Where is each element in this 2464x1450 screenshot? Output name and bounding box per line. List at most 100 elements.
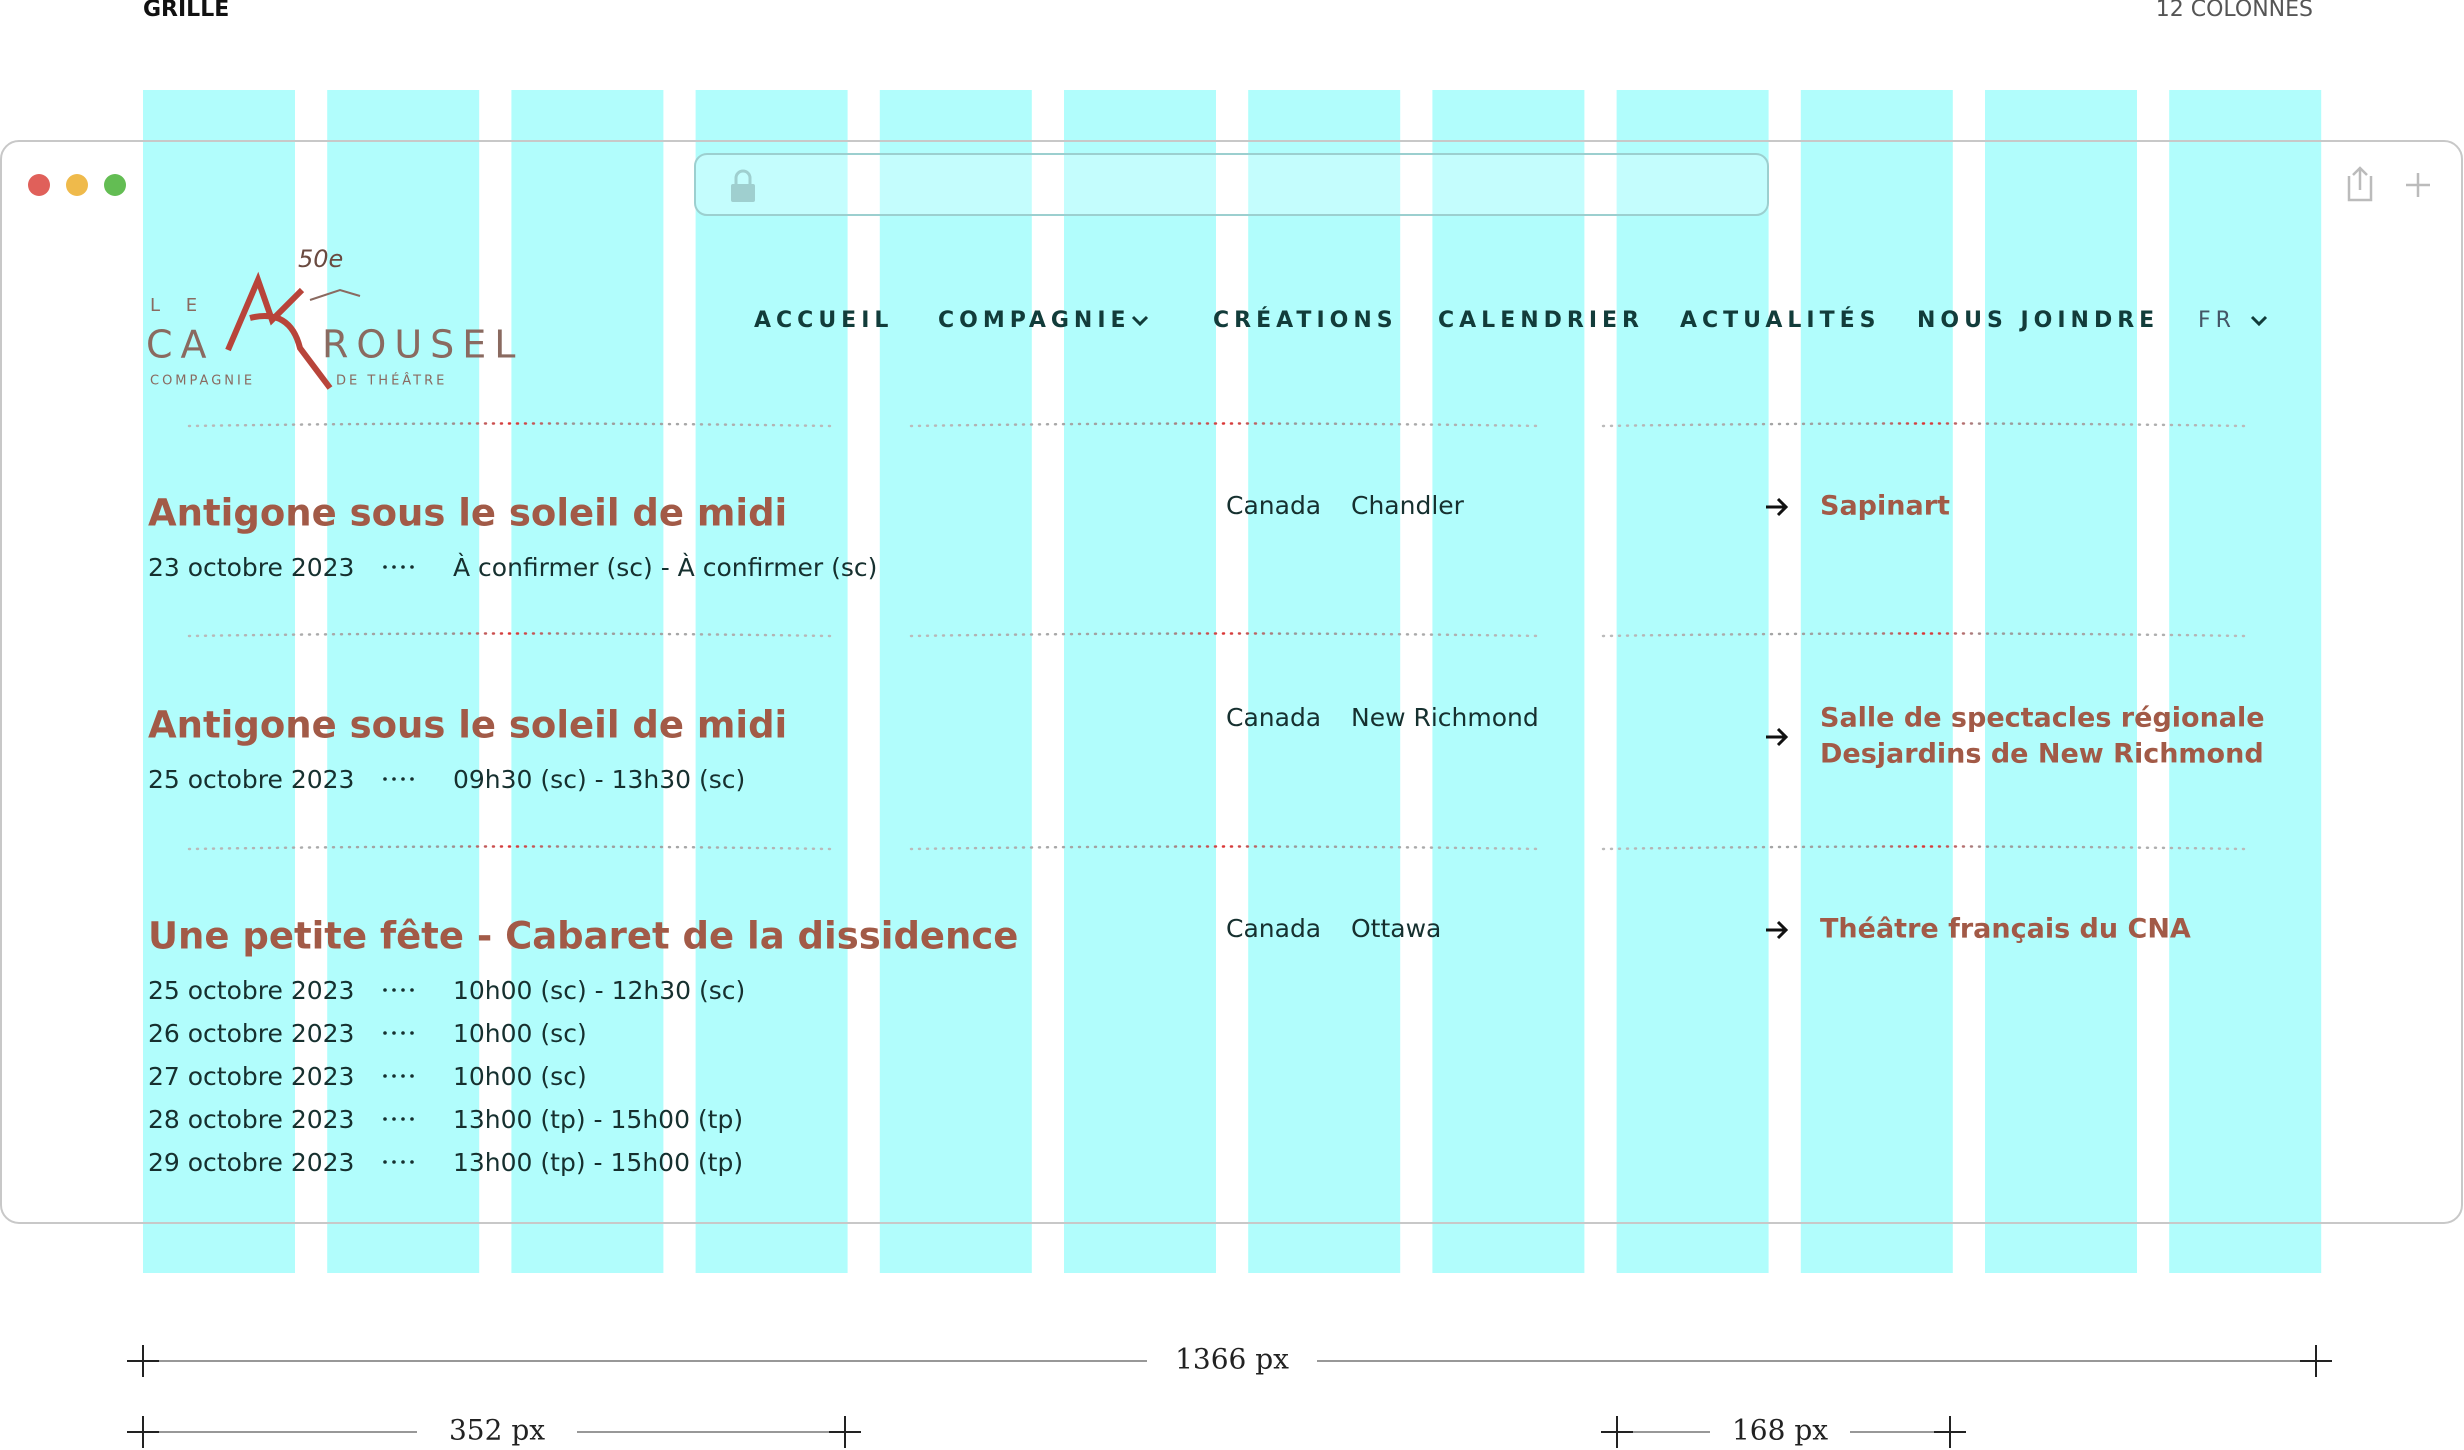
event-country: Canada bbox=[1226, 703, 1321, 732]
dot bbox=[392, 1074, 396, 1078]
logo-rousel: ROUSEL bbox=[322, 323, 523, 367]
dot bbox=[401, 1031, 405, 1035]
event-date: 25 octobre 2023 bbox=[148, 765, 354, 794]
dot bbox=[383, 1117, 387, 1121]
dropdown-chevron bbox=[1131, 315, 1149, 327]
columns-label: 12 COLONNES bbox=[2156, 0, 2313, 22]
zoom-button[interactable] bbox=[104, 174, 126, 196]
separator bbox=[187, 422, 835, 428]
dot bbox=[410, 988, 414, 992]
grid-column bbox=[1800, 90, 1953, 1273]
event-time: À confirmer (sc) - À confirmer (sc) bbox=[453, 553, 877, 582]
dot bbox=[410, 1160, 414, 1164]
dot bbox=[410, 1031, 414, 1035]
event-venue: Théâtre français du CNA bbox=[1820, 914, 2191, 945]
grid-column bbox=[1432, 90, 1585, 1273]
event-city: Ottawa bbox=[1351, 914, 1441, 943]
separator bbox=[187, 632, 835, 638]
event-time: 10h00 (sc) - 12h30 (sc) bbox=[453, 976, 745, 1005]
logo-theatre: DE THÉÂTRE bbox=[336, 373, 447, 389]
event-time: 09h30 (sc) - 13h30 (sc) bbox=[453, 765, 745, 794]
event-title: Antigone sous le soleil de midi bbox=[148, 492, 787, 535]
logo-ca: CA bbox=[146, 323, 215, 367]
lock-icon bbox=[731, 169, 755, 202]
close-button[interactable] bbox=[28, 174, 50, 196]
minimize-button[interactable] bbox=[66, 174, 88, 196]
dropdown-chevron bbox=[2250, 315, 2268, 327]
dot bbox=[392, 988, 396, 992]
event-country: Canada bbox=[1226, 491, 1321, 520]
dot bbox=[383, 777, 387, 781]
logo-anniversary: 50e bbox=[298, 245, 343, 273]
dot bbox=[410, 777, 414, 781]
dot bbox=[410, 565, 414, 569]
nav-item: ACCUEIL bbox=[754, 308, 893, 333]
measure-label: 168 px bbox=[1732, 1414, 1828, 1447]
event-date: 27 octobre 2023 bbox=[148, 1062, 354, 1091]
nav-item: CRÉATIONS bbox=[1213, 307, 1398, 333]
nav-item: CALENDRIER bbox=[1438, 308, 1644, 333]
nav-item: NOUS JOINDRE bbox=[1917, 308, 2159, 333]
logo: L E CA ROUSEL COMPAGNIE DE THÉÂTRE 50e bbox=[146, 245, 523, 390]
event-date: 28 octobre 2023 bbox=[148, 1105, 354, 1134]
dot bbox=[392, 565, 396, 569]
dot bbox=[383, 1074, 387, 1078]
grid-column bbox=[143, 90, 295, 1273]
browser-frame bbox=[0, 140, 2463, 1224]
measure-label: 352 px bbox=[449, 1414, 545, 1447]
event-title: Antigone sous le soleil de midi bbox=[148, 704, 787, 747]
separator bbox=[909, 845, 1542, 851]
event-city: Chandler bbox=[1351, 491, 1465, 520]
separator bbox=[1601, 845, 2249, 851]
dot bbox=[401, 988, 405, 992]
dot bbox=[410, 1117, 414, 1121]
dot bbox=[401, 1160, 405, 1164]
separator bbox=[187, 845, 835, 851]
separator bbox=[909, 632, 1542, 638]
address-bar[interactable] bbox=[694, 153, 1769, 216]
nav-item: FR bbox=[2198, 308, 2236, 333]
event-time: 10h00 (sc) bbox=[453, 1062, 587, 1091]
dot bbox=[392, 1160, 396, 1164]
dot bbox=[383, 565, 387, 569]
arrow bbox=[1766, 497, 1789, 517]
dot bbox=[401, 777, 405, 781]
event-date: 23 octobre 2023 bbox=[148, 553, 354, 582]
grid-column bbox=[695, 90, 848, 1273]
dot bbox=[401, 1117, 405, 1121]
dot bbox=[410, 1074, 414, 1078]
nav-item: COMPAGNIE bbox=[938, 308, 1131, 333]
grid-column bbox=[1248, 90, 1401, 1273]
new-tab-icon[interactable] bbox=[2406, 173, 2430, 197]
dot bbox=[392, 1117, 396, 1121]
event-date: 25 octobre 2023 bbox=[148, 976, 354, 1005]
nav-item: ACTUALITÉS bbox=[1680, 307, 1880, 333]
separator bbox=[1601, 422, 2249, 428]
event-venue: Sapinart bbox=[1820, 491, 1950, 522]
event-country: Canada bbox=[1226, 914, 1321, 943]
event-time: 10h00 (sc) bbox=[453, 1019, 587, 1048]
dot bbox=[383, 1160, 387, 1164]
logo-le: L E bbox=[150, 295, 207, 316]
event-time: 13h00 (tp) - 15h00 (tp) bbox=[453, 1148, 743, 1177]
grid-column bbox=[1616, 90, 1769, 1273]
dot bbox=[401, 1074, 405, 1078]
event-date: 29 octobre 2023 bbox=[148, 1148, 354, 1177]
dot bbox=[383, 988, 387, 992]
grid-column bbox=[511, 90, 664, 1273]
grid-column bbox=[2169, 90, 2322, 1273]
dot bbox=[392, 1031, 396, 1035]
dot bbox=[392, 777, 396, 781]
separator bbox=[909, 422, 1542, 428]
measure-label: 1366 px bbox=[1175, 1343, 1289, 1376]
event-city: New Richmond bbox=[1351, 703, 1539, 732]
event-venue: Desjardins de New Richmond bbox=[1820, 739, 2264, 770]
dot bbox=[401, 565, 405, 569]
share-icon[interactable] bbox=[2347, 166, 2373, 202]
event-time: 13h00 (tp) - 15h00 (tp) bbox=[453, 1105, 743, 1134]
grid-label: GRILLE bbox=[143, 0, 229, 22]
grid-column bbox=[1064, 90, 1216, 1273]
event-title: Une petite fête - Cabaret de la dissiden… bbox=[148, 915, 1018, 958]
grid-column bbox=[879, 90, 1032, 1273]
